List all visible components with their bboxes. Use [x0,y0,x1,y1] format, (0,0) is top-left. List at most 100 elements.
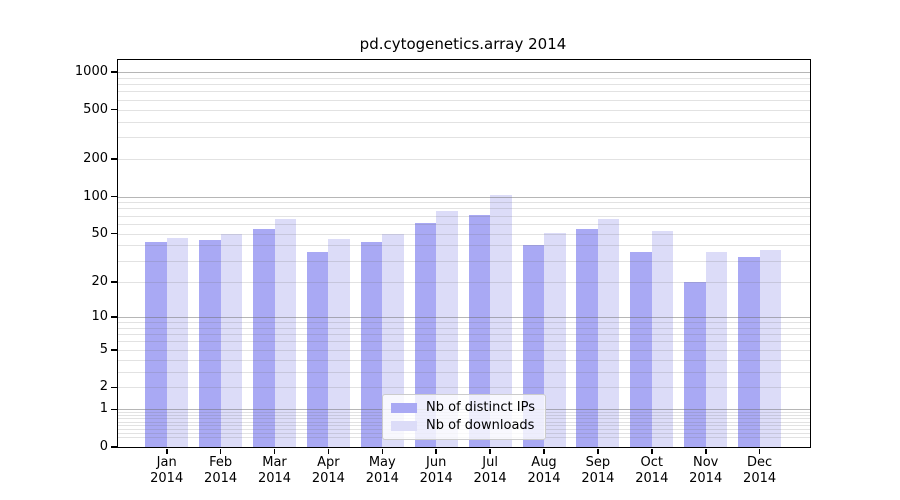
minor-gridline [118,349,810,351]
y-tick-mark [111,232,117,235]
minor-gridline [118,341,810,343]
bar-downloads-dec [759,249,782,447]
x-tick-label: May 2014 [350,455,414,487]
x-tick-month: Nov [693,455,719,470]
x-tick-month: Jan [156,455,177,470]
bar-downloads-nov [705,252,728,447]
legend-swatch-distinct-ips [391,402,418,413]
minor-gridline [118,223,810,225]
x-tick-year: 2014 [473,471,507,486]
minor-gridline [118,371,810,373]
bar-downloads-mar [274,218,296,447]
x-tick-mark [381,449,384,454]
major-gridline [118,196,810,198]
x-tick-year: 2014 [365,471,399,486]
x-tick-year: 2014 [150,471,184,486]
legend-label-downloads: Nb of downloads [426,418,535,433]
legend: Nb of distinct IPs Nb of downloads [382,394,546,440]
x-tick-mark [758,449,761,454]
x-tick-month: Oct [640,455,664,470]
x-tick-month: May [368,455,396,470]
major-gridline [118,71,810,73]
x-tick-label: Sep 2014 [566,455,630,487]
y-tick-label: 100 [83,188,108,204]
major-gridline [118,316,810,318]
x-tick-label: Nov 2014 [674,455,738,487]
bar-distinct-ips-apr [306,252,329,447]
x-tick-label: Jun 2014 [404,455,468,487]
y-tick-mark [111,446,117,448]
x-tick-mark [543,449,545,454]
x-tick-month: Mar [262,455,287,470]
legend-label-distinct-ips: Nb of distinct IPs [426,400,535,415]
x-tick-month: Jul [482,455,498,470]
x-tick-label: Oct 2014 [620,455,684,487]
y-tick-label: 5 [99,341,108,357]
x-tick-label: Jul 2014 [458,455,522,487]
x-tick-month: Jun [426,455,447,470]
x-tick-mark [327,449,330,454]
x-tick-year: 2014 [419,471,453,486]
minor-gridline [118,159,810,161]
y-tick-mark [111,408,117,411]
bar-distinct-ips-sep [576,229,598,447]
x-tick-mark [705,449,707,454]
x-tick-label: Apr 2014 [296,455,360,487]
y-tick-label: 200 [83,151,108,167]
minor-gridline [118,387,810,389]
x-tick-year: 2014 [635,471,669,486]
y-tick-mark [111,349,117,351]
x-tick-year: 2014 [204,471,238,486]
bars-layer [118,60,810,447]
y-tick-mark [111,108,117,111]
minor-gridline [118,137,810,139]
x-tick-mark [597,449,599,454]
x-tick-label: Dec 2014 [728,455,792,487]
axis-ticks-layer: 0 1 2 5 10 20 50 100 200 500 1000 Jan 2014 Feb 2014 Mar… [75,60,810,486]
bar-downloads-aug [544,232,566,447]
minor-gridline [118,334,810,336]
minor-gridline [118,77,810,79]
minor-gridline [118,91,810,93]
bar-downloads-may [382,233,404,447]
bar-downloads-jun [436,211,458,447]
bar-distinct-ips-may [360,241,383,447]
y-tick-label: 500 [83,101,108,117]
x-tick-year: 2014 [689,471,723,486]
y-tick-mark [111,195,117,198]
minor-gridline [118,245,810,247]
x-tick-month: Feb [209,455,233,470]
x-tick-year: 2014 [743,471,777,486]
x-tick-month: Sep [585,455,611,470]
y-tick-label: 50 [91,225,108,241]
chart-title: pd.cytogenetics.array 2014 [359,35,567,53]
y-tick-label: 10 [91,308,108,324]
minor-gridline [118,322,810,323]
x-tick-label: Jan 2014 [135,455,199,487]
x-tick-month: Apr [317,455,340,470]
minor-gridline [118,327,810,329]
y-tick-label: 2 [99,379,108,395]
bar-downloads-jul [490,194,512,447]
x-tick-year: 2014 [311,471,345,486]
x-tick-mark [435,449,437,454]
bar-distinct-ips-jul [468,214,491,447]
x-tick-mark [489,449,491,454]
x-tick-mark [219,449,222,454]
x-tick-year: 2014 [527,471,561,486]
minor-gridline [118,260,810,262]
bar-downloads-oct [651,231,674,447]
y-tick-mark [111,71,117,73]
y-tick-label: 20 [91,273,108,289]
y-tick-mark [111,281,117,283]
y-tick-mark [111,316,117,318]
bar-distinct-ips-jun [414,222,437,447]
y-tick-mark [111,386,117,389]
x-tick-year: 2014 [581,471,615,486]
y-tick-mark [111,158,117,160]
minor-gridline [118,109,810,111]
minor-gridline [118,359,810,361]
bar-distinct-ips-dec [738,257,760,447]
x-tick-mark [651,449,653,454]
